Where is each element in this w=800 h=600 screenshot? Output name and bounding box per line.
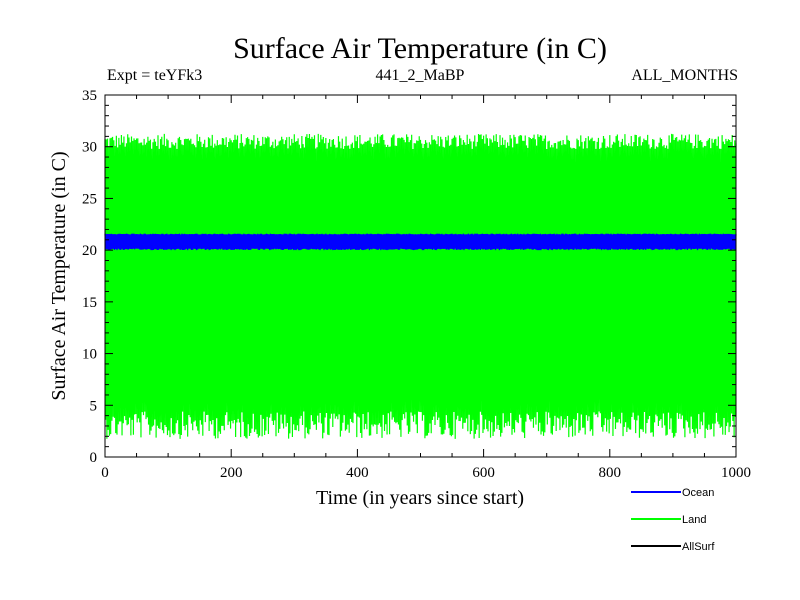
- y-tick-label: 25: [82, 191, 97, 207]
- months-label: ALL_MONTHS: [631, 67, 738, 84]
- legend: Ocean Land AllSurf: [631, 487, 715, 553]
- x-tick-label: 200: [220, 465, 243, 481]
- y-tick-label: 20: [82, 243, 97, 259]
- x-tick-label: 400: [346, 465, 369, 481]
- period-label: 441_2_MaBP: [376, 67, 465, 84]
- x-tick-label: 1000: [721, 465, 751, 481]
- y-tick-label: 15: [82, 295, 97, 311]
- x-tick-label: 600: [472, 465, 495, 481]
- series-line-ocean: [104, 233, 737, 251]
- x-tick-label: 0: [101, 465, 109, 481]
- legend-label-allsurf: AllSurf: [682, 541, 715, 553]
- legend-label-ocean: Ocean: [682, 487, 714, 499]
- experiment-label: Expt = teYFk3: [107, 67, 202, 84]
- y-tick-label: 35: [82, 88, 97, 104]
- y-axis: 0 5 10 15 20 25 30 35: [82, 88, 736, 466]
- x-tick-label: 800: [599, 465, 622, 481]
- chart-title: Surface Air Temperature (in C): [233, 32, 607, 65]
- y-axis-label: Surface Air Temperature (in C): [48, 151, 70, 400]
- y-tick-label: 5: [90, 398, 98, 414]
- y-tick-label: 10: [82, 347, 97, 363]
- series-layer: [104, 133, 737, 439]
- series-line-land: [104, 133, 737, 439]
- y-tick-label: 30: [82, 140, 97, 156]
- x-axis: 0 200 400 600 800 1000: [101, 95, 751, 481]
- x-axis-label: Time (in years since start): [316, 487, 524, 509]
- y-tick-label: 0: [90, 450, 98, 466]
- legend-label-land: Land: [682, 514, 706, 526]
